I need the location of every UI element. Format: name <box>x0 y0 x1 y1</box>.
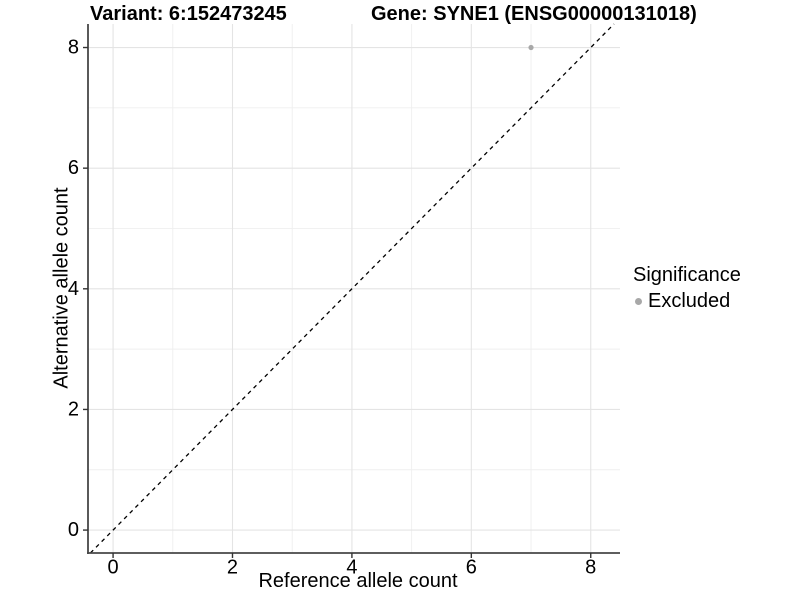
x-tick-label: 2 <box>227 557 238 579</box>
y-axis-title: Alternative allele count <box>50 187 73 389</box>
legend: Significance Excluded <box>633 264 741 313</box>
legend-key-dot-icon <box>635 298 642 305</box>
y-tick-label: 0 <box>68 519 79 541</box>
legend-item-label: Excluded <box>648 290 731 312</box>
plot-title-variant: Variant: 6:152473245 <box>90 3 287 25</box>
y-tick-label: 6 <box>68 157 79 179</box>
x-tick-label: 4 <box>346 557 357 579</box>
data-point <box>528 44 534 51</box>
x-axis-title: Reference allele count <box>258 570 458 592</box>
x-tick-label: 6 <box>466 557 477 579</box>
y-tick-label: 8 <box>68 37 79 59</box>
y-tick-label: 4 <box>68 278 79 300</box>
y-tick-label: 2 <box>68 398 79 420</box>
legend-title: Significance <box>633 264 741 286</box>
x-tick-label: 0 <box>108 557 119 579</box>
plot-title-gene: Gene: SYNE1 (ENSG00000131018) <box>371 3 697 25</box>
legend-item-excluded: Excluded <box>633 290 741 313</box>
x-tick-label: 8 <box>585 557 596 579</box>
